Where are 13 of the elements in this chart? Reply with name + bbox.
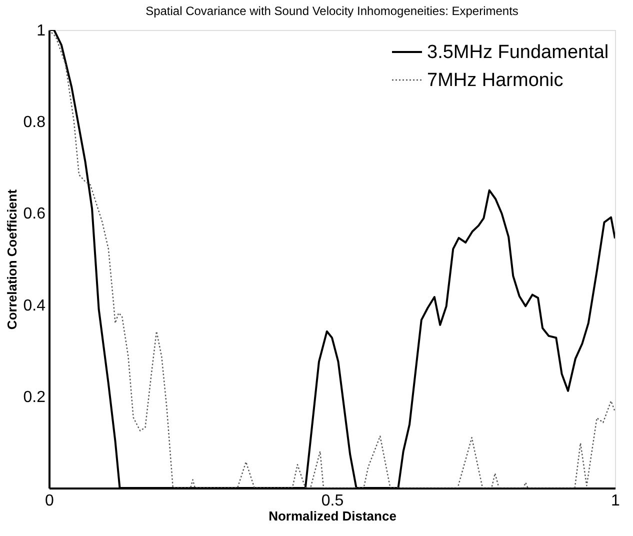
y-tick-label: 0.6: [23, 206, 46, 223]
x-tick-label: 0.5: [321, 492, 344, 510]
y-tick-label: 0.4: [23, 297, 46, 314]
y-axis-title: Correlation Coefficient: [4, 188, 20, 330]
chart-title: Spatial Covariance with Sound Velocity Inhomogeneities: Experiments: [146, 4, 518, 18]
x-tick-label: 0: [45, 492, 54, 510]
legend-label: 7MHz Harmonic: [427, 70, 564, 91]
x-axis-title: Normalized Distance: [268, 508, 396, 524]
y-tick-label: 1: [36, 22, 46, 40]
x-tick-label: 1: [611, 492, 620, 510]
y-tick-label: 0.2: [23, 388, 46, 406]
y-tick-label: 0.8: [23, 114, 46, 132]
legend-label: 3.5MHz Fundamental: [427, 42, 609, 63]
